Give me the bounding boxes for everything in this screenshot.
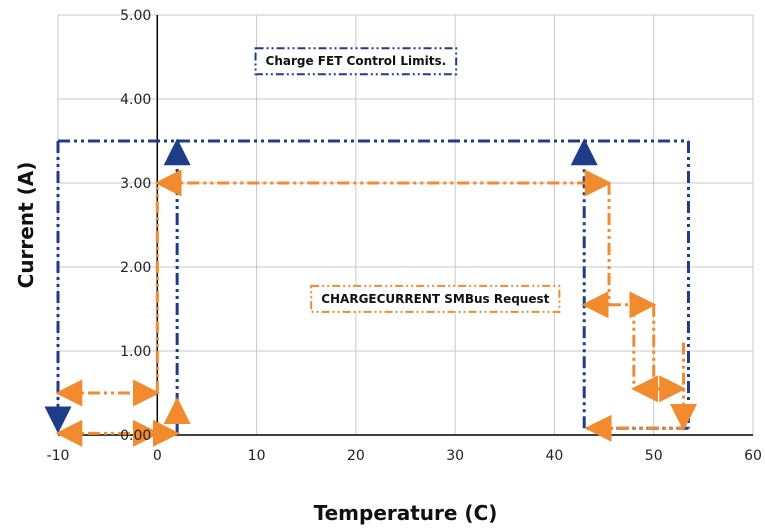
x-tick-label: 10 (248, 448, 266, 464)
tick-labels: -10 0 10 20 30 40 50 60 0.00 1.00 2.00 3.00 4.00 5.00 (47, 8, 762, 464)
y-tick-label: 4.00 (120, 92, 151, 108)
annotation-text: Charge FET Control Limits. (266, 54, 447, 68)
annotation-text: CHARGECURRENT SMBus Request (321, 292, 549, 306)
x-tick-label: 0 (153, 448, 162, 464)
axes (58, 15, 753, 436)
series-layer (44, 138, 697, 447)
annotation-smbus-request: CHARGECURRENT SMBus Request (310, 284, 561, 313)
y-axis-title: Current (A) (14, 162, 38, 289)
x-tick-label: 40 (546, 448, 564, 464)
annotation-box (254, 47, 458, 76)
x-tick-label: 30 (446, 448, 464, 464)
annotations-layer: Charge FET Control Limits. CHARGECURRENT … (254, 47, 561, 313)
series-smbus-request (55, 169, 697, 447)
annotation-fet-limits: Charge FET Control Limits. (254, 47, 458, 76)
y-tick-label: 5.00 (120, 8, 151, 24)
y-tick-label: 3.00 (120, 176, 151, 192)
y-tick-label: 2.00 (120, 260, 151, 276)
x-tick-label: -10 (47, 448, 70, 464)
annotation-box (310, 284, 561, 313)
x-tick-label: 20 (347, 448, 365, 464)
x-tick-label: 50 (645, 448, 663, 464)
x-tick-label: 60 (744, 448, 762, 464)
grid-lines (57, 14, 754, 436)
x-axis-title: Temperature (C) (314, 501, 498, 525)
y-tick-label: 0.00 (120, 428, 151, 444)
y-tick-label: 1.00 (120, 344, 151, 360)
